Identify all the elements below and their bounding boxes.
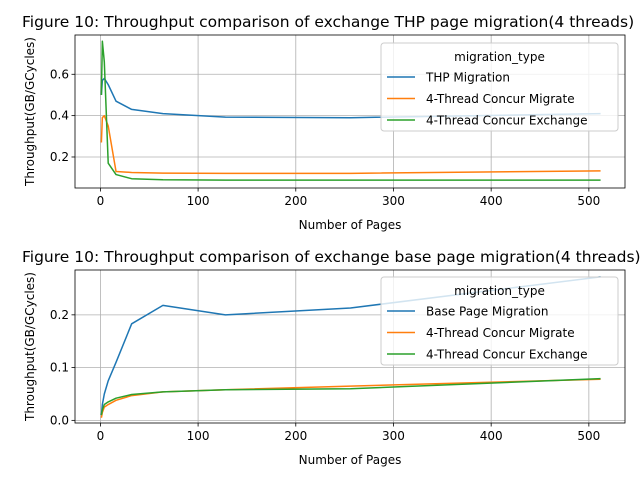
x-tick-label: 400 (480, 194, 503, 208)
x-tick-label: 100 (187, 194, 210, 208)
legend-label-1: THP Migration (425, 71, 510, 85)
x-axis-label: Number of Pages (299, 453, 402, 467)
x-tick-label: 200 (284, 429, 307, 443)
series-line-1 (100, 276, 601, 416)
axes-frame (74, 34, 626, 189)
x-tick-label: 200 (284, 194, 307, 208)
y-tick-label: 0.4 (50, 109, 69, 123)
legend-label-3: 4-Thread Concur Exchange (426, 348, 588, 362)
series-line-3 (100, 377, 601, 416)
x-tick-label: 0 (97, 194, 105, 208)
x-tick-label: 0 (97, 429, 105, 443)
y-tick-label: 0.2 (50, 150, 69, 164)
legend: migration_type Base Page Migration 4-Threa… (380, 276, 619, 366)
legend-label-3: 4-Thread Concur Exchange (426, 114, 588, 128)
legend-box (380, 42, 619, 132)
legend-label-2: 4-Thread Concur Migrate (426, 92, 575, 106)
y-axis-label: Throughput(GB/GCycles) (23, 272, 37, 422)
legend-label-2: 4-Thread Concur Migrate (426, 326, 575, 340)
legend-box (380, 276, 619, 366)
y-axis-label: Throughput(GB/GCycles) (23, 37, 37, 187)
series-line-3 (100, 40, 601, 181)
x-tick-label: 400 (480, 429, 503, 443)
subplot-1: 0 100 200 300 400 500 0.2 0.4 0.6 Number of Pages… (22, 13, 634, 232)
legend-title: migration_type (454, 50, 545, 64)
x-axis-label: Number of Pages (299, 218, 402, 232)
y-tick-label: 0.0 (50, 413, 69, 427)
x-tick-label: 300 (382, 429, 405, 443)
legend-label-1: Base Page Migration (426, 305, 548, 319)
axes-frame (74, 269, 626, 424)
series-line-2 (100, 114, 601, 175)
y-tick-label: 0.2 (50, 308, 69, 322)
series-line-2 (100, 378, 601, 418)
chart-title: Figure 10: Throughput comparison of exch… (22, 248, 640, 266)
x-tick-label: 300 (382, 194, 405, 208)
x-tick-label: 100 (187, 429, 210, 443)
x-tick-label: 500 (577, 429, 600, 443)
chart-title: Figure 10: Throughput comparison of exch… (22, 13, 634, 31)
legend: migration_type THP Migration 4-Thread Conc… (380, 42, 619, 132)
series-line-1 (100, 77, 601, 119)
y-tick-label: 0.6 (50, 67, 69, 81)
subplot-2: 0 100 200 300 400 500 0.0 0.1 0.2 Number of Pages… (22, 248, 640, 467)
y-tick-label: 0.1 (50, 361, 69, 375)
legend-title: migration_type (454, 284, 545, 298)
x-tick-label: 500 (577, 194, 600, 208)
